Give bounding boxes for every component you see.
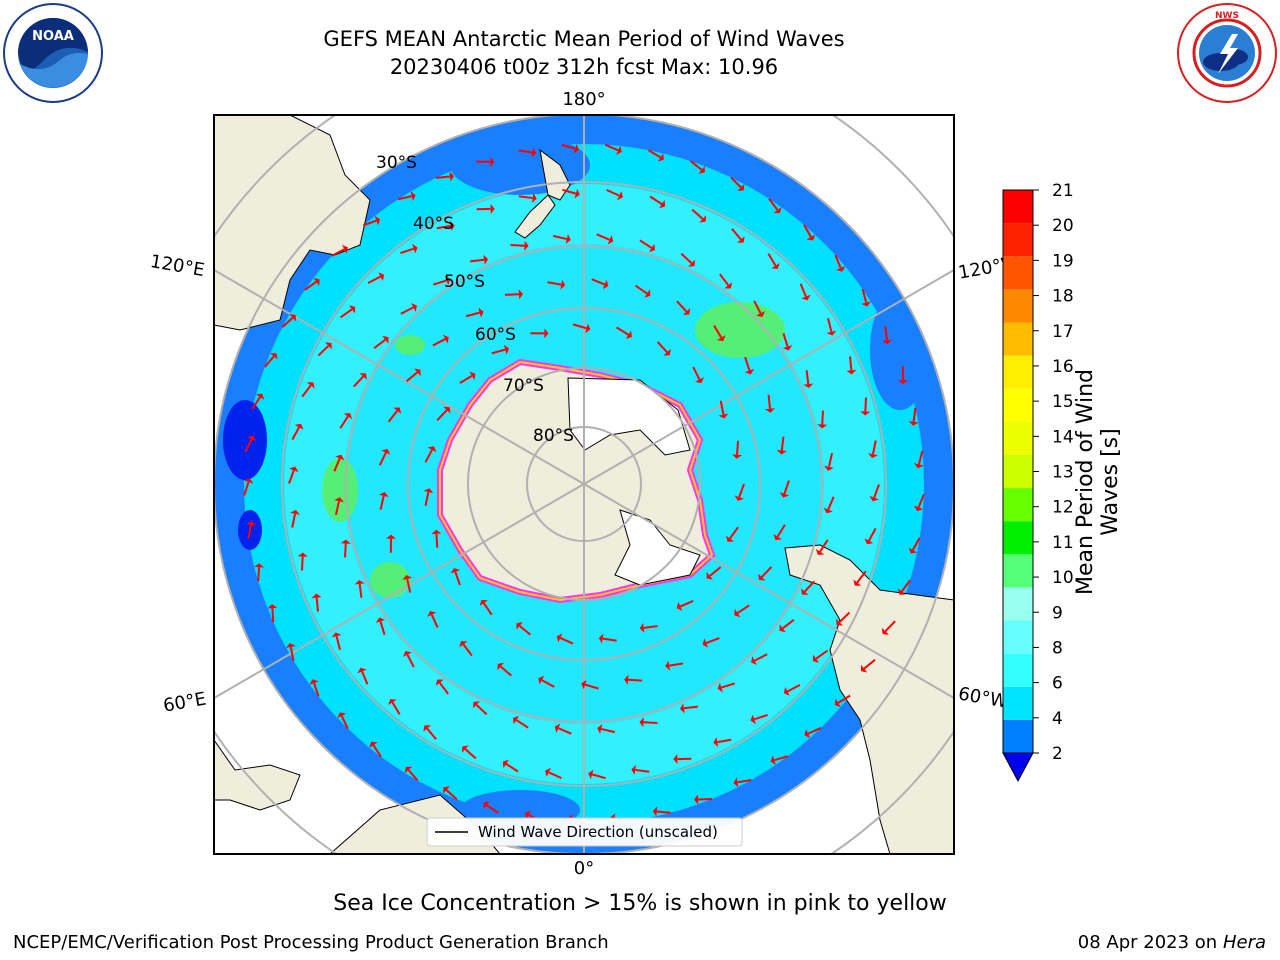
colorbar-tick-label: 14	[1052, 427, 1074, 447]
colorbar-swatch	[1003, 521, 1033, 554]
colorbar-swatch	[1003, 256, 1033, 289]
wave-arrow-shaft	[345, 543, 346, 557]
colorbar-swatch	[1003, 322, 1033, 355]
colorbar-tick-label: 12	[1052, 498, 1074, 518]
wave-arrow-shaft	[258, 567, 259, 581]
legend-label: Wind Wave Direction (unscaled)	[478, 823, 718, 841]
lat-label-50s: 50°S	[444, 272, 485, 292]
lon-label-180: 180°	[562, 89, 605, 110]
lat-label-60s: 60°S	[475, 325, 516, 345]
colorbar-tick-label: 17	[1052, 322, 1074, 342]
lon-label-0: 0°	[574, 858, 594, 879]
lat-label-80s: 80°S	[533, 426, 574, 446]
wave-arrow-shaft	[822, 411, 823, 425]
wave-arrow-shaft	[698, 799, 712, 800]
wave-arrow-shaft	[436, 534, 437, 548]
ice-caption: Sea Ice Concentration > 15% is shown in …	[0, 891, 1280, 916]
wave-arrow-shaft	[511, 245, 525, 246]
lat-label-40s: 40°S	[413, 214, 454, 234]
wave-arrow-shaft	[769, 395, 770, 409]
wave-arrow-shaft	[302, 557, 303, 571]
period-patch	[695, 302, 785, 358]
footer-date: 08 Apr 2023 on Hera	[1078, 932, 1266, 953]
wave-arrow-shaft	[436, 176, 450, 177]
wave-arrow-shaft	[737, 441, 738, 455]
lat-label-30s: 30°S	[376, 153, 417, 173]
wave-arrow-shaft	[317, 598, 318, 612]
colorbar-swatch	[1003, 455, 1033, 488]
colorbar: 2 4 6 8 9 10 11 12 13 14 15 16 17 18 19 20 21	[1003, 181, 1074, 781]
colorbar-tick-label: 18	[1052, 287, 1074, 307]
period-patch	[223, 400, 267, 480]
colorbar-swatch	[1003, 587, 1033, 620]
colorbar-swatch	[1003, 654, 1033, 687]
colorbar-tick-label: 6	[1052, 674, 1063, 694]
lon-label-120e: 120°E	[149, 251, 207, 281]
colorbar-swatch	[1003, 223, 1033, 256]
colorbar-tick-label: 4	[1052, 709, 1063, 729]
period-patch	[370, 562, 410, 598]
colorbar-tick-label: 2	[1052, 744, 1063, 764]
wave-arrow-shaft	[850, 356, 851, 370]
map-legend: Wind Wave Direction (unscaled)	[427, 818, 742, 846]
colorbar-swatch	[1003, 488, 1033, 521]
lon-label-60w: 60°W	[957, 683, 1010, 712]
colorbar-tick-label: 9	[1052, 603, 1063, 623]
wave-arrow-shaft	[865, 397, 866, 411]
colorbar-tick-label: 13	[1052, 463, 1074, 483]
wave-arrow-shaft	[628, 680, 642, 681]
colorbar-swatch	[1003, 190, 1033, 223]
colorbar-tick-label: 16	[1052, 357, 1074, 377]
period-patch	[322, 458, 358, 522]
wave-arrow-shaft	[657, 811, 671, 812]
colorbar-swatch	[1003, 687, 1033, 720]
colorbar-swatch	[1003, 554, 1033, 587]
colorbar-swatch	[1003, 422, 1033, 455]
colorbar-tick-label: 19	[1052, 251, 1074, 271]
period-patch	[395, 335, 425, 355]
colorbar-tick-label: 11	[1052, 533, 1074, 553]
colorbar-swatch	[1003, 389, 1033, 422]
colorbar-tick-label: 10	[1052, 568, 1074, 588]
wave-arrow-shaft	[272, 608, 273, 622]
colorbar-swatch	[1003, 289, 1033, 322]
lat-label-70s: 70°S	[503, 376, 544, 396]
wave-arrow-shaft	[643, 722, 657, 723]
wave-arrow-shaft	[505, 294, 519, 295]
lon-label-60e: 60°E	[162, 688, 208, 716]
colorbar-tick-label: 15	[1052, 392, 1074, 412]
colorbar-tick-label: 20	[1052, 216, 1074, 236]
colorbar-tick-label: 21	[1052, 181, 1074, 201]
footer-system: Hera	[1223, 932, 1266, 953]
footer-credit: NCEP/EMC/Verification Post Processing Pr…	[13, 932, 609, 953]
colorbar-tick-label: 8	[1052, 638, 1063, 658]
footer-date-text: 08 Apr 2023 on	[1078, 932, 1217, 953]
colorbar-swatch	[1003, 356, 1033, 389]
colorbar-swatch	[1003, 720, 1033, 753]
colorbar-extend-arrow	[1003, 753, 1033, 781]
colorbar-swatch	[1003, 621, 1033, 654]
colorbar-label: Mean Period of Wind Waves [s]	[1073, 332, 1123, 632]
